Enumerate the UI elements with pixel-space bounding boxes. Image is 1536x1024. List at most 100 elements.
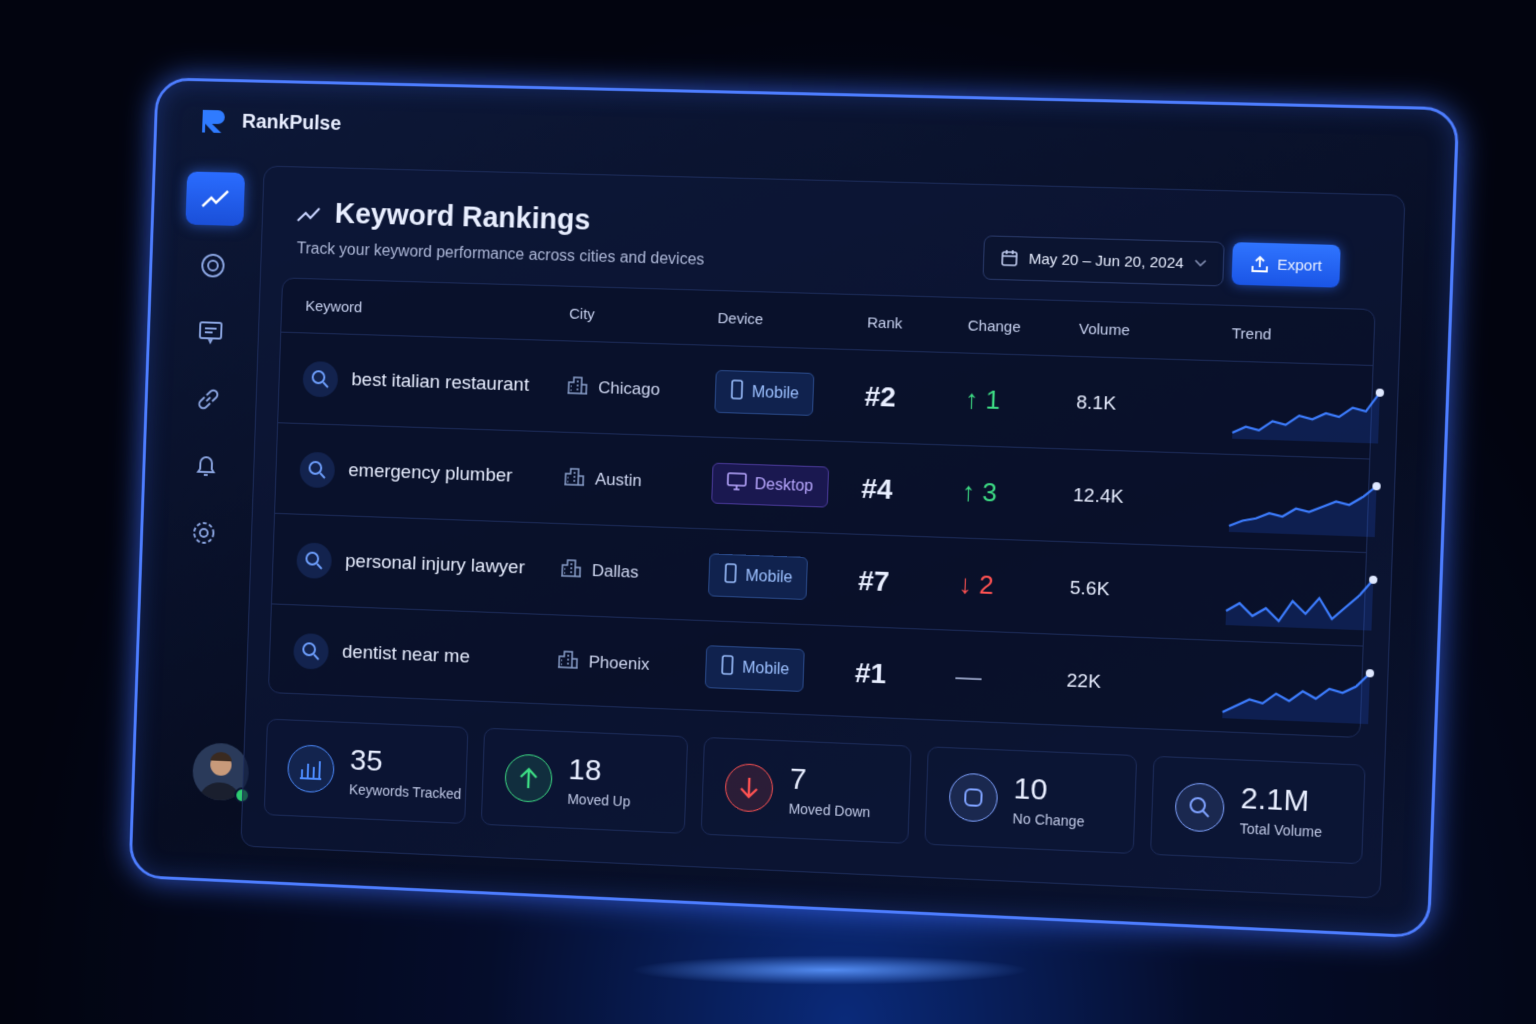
content-card: Keyword Rankings Track your keyword perf… xyxy=(240,165,1406,899)
search-icon xyxy=(293,632,330,670)
trend-sparkline xyxy=(1222,564,1378,631)
stat-label: Total Volume xyxy=(1239,820,1323,841)
stat-value: 2.1M xyxy=(1240,781,1310,819)
keyword: emergency plumber xyxy=(348,459,513,487)
stats-row: 35 Keywords Tracked 18 Moved Up 7 Moved Down 1… xyxy=(263,718,1366,865)
stat-value: 18 xyxy=(567,753,602,788)
city-cell: Chicago xyxy=(566,374,715,404)
stat-icon xyxy=(286,744,335,794)
stat-icon xyxy=(724,762,775,813)
keyword-cell: emergency plumber xyxy=(299,451,564,496)
trend-sparkline xyxy=(1218,657,1374,724)
stat-label: Keywords Tracked xyxy=(348,781,462,803)
stat-text: 35 Keywords Tracked xyxy=(349,744,463,802)
rank: #1 xyxy=(854,656,887,689)
title-text: Keyword Rankings xyxy=(334,197,591,237)
city-cell: Phoenix xyxy=(557,648,706,679)
date-range: May 20 – Jun 20, 2024 xyxy=(1028,250,1185,272)
sidebar xyxy=(173,171,246,560)
keyword: dentist near me xyxy=(341,641,471,668)
table-row: dentist near me Phoenix Mobile #1 — 22K xyxy=(268,603,1363,740)
rank: #2 xyxy=(864,380,897,413)
change: ↑ 1 xyxy=(964,383,1001,416)
stat-text: 2.1M Total Volume xyxy=(1239,782,1323,840)
glow xyxy=(630,955,1030,985)
date-picker[interactable]: May 20 – Jun 20, 2024 xyxy=(982,235,1225,287)
stat-label: Moved Up xyxy=(567,790,631,810)
nav-links[interactable] xyxy=(179,372,239,427)
keyword: best italian restaurant xyxy=(351,368,530,396)
stat-icon xyxy=(504,753,554,804)
stat-label: Moved Down xyxy=(788,800,871,821)
city-cell: Dallas xyxy=(560,557,709,587)
column-header: Change xyxy=(967,316,1022,336)
change: ↓ 2 xyxy=(958,568,995,601)
device-icon xyxy=(730,379,745,404)
export-label: Export xyxy=(1276,255,1323,275)
stat-card: 10 No Change xyxy=(923,746,1138,855)
rank: #7 xyxy=(857,564,891,597)
rankings-table: Keyword City Device Rank Change Volume Trend b… xyxy=(267,277,1376,740)
stat-label: No Change xyxy=(1012,810,1085,830)
table-body: best italian restaurant Chicago Mobile #2 ↑ … xyxy=(268,331,1373,740)
volume: 8.1K xyxy=(1075,391,1117,415)
nav-settings[interactable] xyxy=(174,505,234,560)
logo-icon xyxy=(202,109,226,134)
city-icon xyxy=(557,648,580,674)
logo: RankPulse xyxy=(199,107,341,138)
stat-card: 7 Moved Down xyxy=(701,736,912,844)
column-header: Keyword xyxy=(305,297,363,316)
user-avatar[interactable] xyxy=(191,742,250,802)
city: Austin xyxy=(594,469,643,490)
keyword: personal injury lawyer xyxy=(344,550,526,578)
device-icon xyxy=(723,563,738,588)
nav-alerts[interactable] xyxy=(176,439,236,494)
nav-reports[interactable] xyxy=(181,305,241,360)
change: ↑ 3 xyxy=(961,476,998,508)
city-icon xyxy=(563,466,586,492)
city-icon xyxy=(560,557,583,583)
trend-area xyxy=(1232,387,1380,444)
table-row: best italian restaurant Chicago Mobile #2 ↑ … xyxy=(278,331,1372,459)
device: Mobile xyxy=(751,383,800,403)
column-header: City xyxy=(568,305,596,323)
nav-rankings[interactable] xyxy=(185,171,246,227)
keyword-cell: best italian restaurant xyxy=(302,360,567,404)
keyword-cell: dentist near me xyxy=(293,632,558,678)
subtitle: Track your keyword performance across ci… xyxy=(296,240,705,269)
app-window: RankPulse Keyword Rankings Track your ke… xyxy=(128,77,1460,939)
stat-text: 10 No Change xyxy=(1012,772,1086,829)
stat-card: 2.1M Total Volume xyxy=(1149,755,1366,865)
change: — xyxy=(954,661,983,693)
search-icon xyxy=(296,541,333,579)
device: Desktop xyxy=(754,475,814,495)
device-badge: Desktop xyxy=(711,462,829,508)
page-title: Keyword Rankings xyxy=(295,197,591,238)
trend-sparkline xyxy=(1225,471,1381,537)
stat-text: 7 Moved Down xyxy=(788,763,872,821)
device-badge: Mobile xyxy=(707,553,809,601)
table-row: emergency plumber Austin Desktop #4 ↑ 3 12.4K xyxy=(275,422,1369,553)
column-header: Trend xyxy=(1231,324,1272,344)
nav-target[interactable] xyxy=(183,238,243,293)
stat-value: 10 xyxy=(1013,772,1049,807)
column-header: Volume xyxy=(1078,320,1131,339)
device-icon xyxy=(720,655,735,680)
stat-icon xyxy=(947,772,999,823)
trend-sparkline xyxy=(1228,377,1384,444)
stat-value: 7 xyxy=(789,762,807,797)
device: Mobile xyxy=(741,659,790,678)
city-icon xyxy=(566,374,589,400)
volume: 22K xyxy=(1066,669,1102,693)
volume: 5.6K xyxy=(1069,577,1110,600)
export-button[interactable]: Export xyxy=(1231,242,1342,288)
city-cell: Austin xyxy=(563,466,712,496)
table-row: personal injury lawyer Dallas Mobile #7 ↓ 2 5… xyxy=(271,512,1366,646)
search-icon xyxy=(299,451,336,488)
stat-icon xyxy=(1174,782,1225,833)
device: Mobile xyxy=(745,567,793,586)
city: Dallas xyxy=(591,560,639,582)
device-badge: Mobile xyxy=(714,369,815,416)
column-header: Device xyxy=(717,309,764,328)
